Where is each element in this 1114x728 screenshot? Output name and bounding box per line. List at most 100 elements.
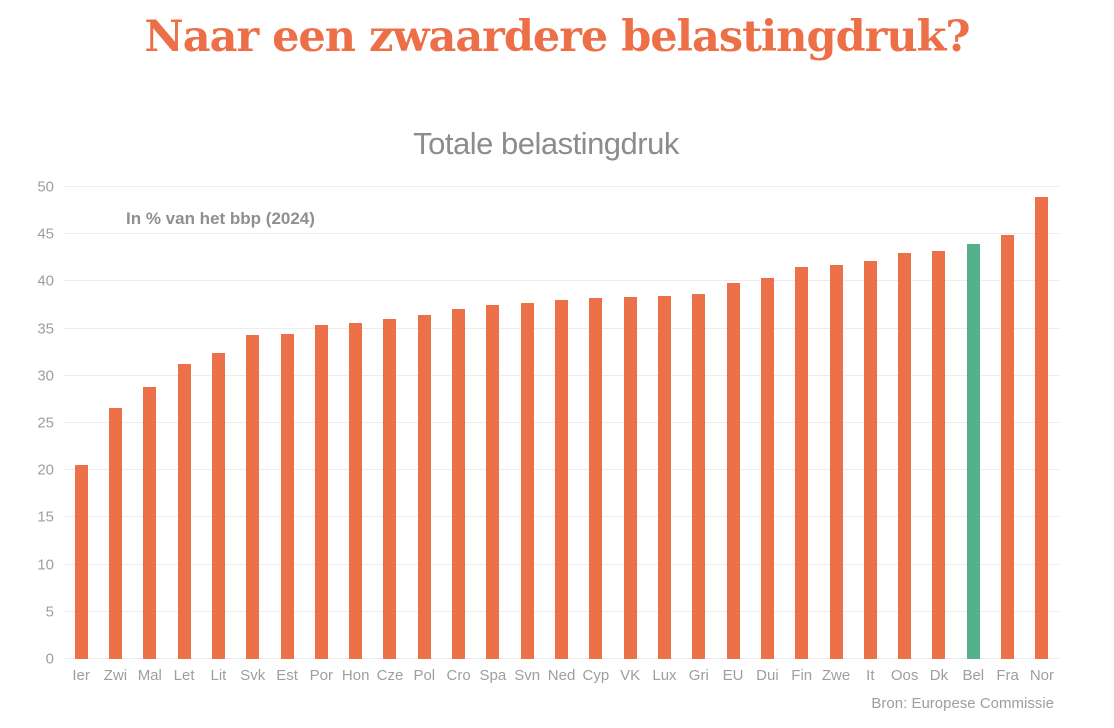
bar-slot-it <box>853 187 887 659</box>
bar-dk <box>932 251 946 659</box>
bar-cyp <box>589 298 603 659</box>
gridline-40 <box>64 280 1059 282</box>
y-axis: 0 5 10 15 20 25 30 35 40 45 50 <box>0 179 54 668</box>
bar-ier <box>74 464 88 659</box>
x-tick-label-ier: Ier <box>72 667 90 684</box>
bar-slot-ier <box>64 187 98 659</box>
bar-slot-por <box>304 187 338 659</box>
bar-slot-zwi <box>98 187 132 659</box>
x-tick-label-svk: Svk <box>240 667 266 684</box>
y-tick-label-45: 45 <box>37 225 54 243</box>
x-tick-label-let: Let <box>173 667 195 684</box>
bar-let <box>177 364 191 659</box>
plot-area <box>64 186 1059 659</box>
x-axis: Ier Zwi Mal Let Lit Svk Est Por Hon Cze Pol Cro Spa S… <box>64 667 1059 684</box>
x-tick-label-pol: Pol <box>413 667 436 684</box>
y-tick-label-15: 15 <box>37 508 54 526</box>
bars-group <box>64 187 1059 659</box>
bar-slot-mal <box>133 187 167 659</box>
bar-slot-fin <box>785 187 819 659</box>
x-tick-label-hon: Hon <box>341 667 370 684</box>
bar-slot-bel <box>956 187 990 659</box>
bar-slot-cze <box>373 187 407 659</box>
bar-slot-cro <box>441 187 475 659</box>
x-tick-label-fra: Fra <box>996 667 1019 684</box>
x-tick-label-dk: Dk <box>929 667 949 684</box>
bar-svk <box>246 335 260 659</box>
bar-slot-nor <box>1025 187 1059 659</box>
x-tick-label-it: It <box>866 667 875 684</box>
x-tick-label-por: Por <box>309 667 334 684</box>
x-tick-label-fin: Fin <box>791 667 813 684</box>
gridline-50 <box>64 186 1059 187</box>
bar-slot-est <box>270 187 304 659</box>
bar-nor <box>1035 197 1049 659</box>
bar-slot-svn <box>510 187 544 659</box>
y-tick-label-5: 5 <box>45 603 54 621</box>
x-tick-label-bel: Bel <box>962 667 985 684</box>
y-tick-label-20: 20 <box>37 461 54 479</box>
bar-slot-cyp <box>579 187 613 659</box>
y-tick-label-50: 50 <box>37 178 54 196</box>
bar-vk <box>623 296 637 659</box>
bar-pol <box>417 315 431 659</box>
bar-slot-spa <box>476 187 510 659</box>
bar-slot-fra <box>990 187 1024 659</box>
x-tick-label-spa: Spa <box>479 667 507 684</box>
bar-est <box>280 334 294 659</box>
bar-dui <box>760 277 774 659</box>
x-tick-label-zwe: Zwe <box>821 667 851 684</box>
bar-bel <box>966 243 980 659</box>
bar-gri <box>692 293 706 659</box>
bar-fra <box>1001 235 1015 659</box>
x-tick-label-eu: EU <box>722 667 744 684</box>
bar-lit <box>211 353 225 659</box>
bar-lux <box>657 295 671 659</box>
x-tick-label-oos: Oos <box>890 667 919 684</box>
x-tick-label-est: Est <box>276 667 298 684</box>
bar-slot-zwe <box>819 187 853 659</box>
bar-cro <box>452 308 466 659</box>
bar-slot-eu <box>716 187 750 659</box>
x-tick-label-lit: Lit <box>210 667 227 684</box>
bar-slot-ned <box>544 187 578 659</box>
page-title: Naar een zwaardere belastingdruk? <box>144 12 970 62</box>
bar-zwe <box>829 265 843 659</box>
bar-slot-oos <box>888 187 922 659</box>
x-tick-label-lux: Lux <box>652 667 677 684</box>
bar-slot-lux <box>647 187 681 659</box>
bar-cze <box>383 319 397 659</box>
bar-por <box>314 324 328 659</box>
x-tick-label-dui: Dui <box>756 667 779 684</box>
bar-svn <box>520 303 534 659</box>
bar-it <box>863 260 877 659</box>
bar-mal <box>143 387 157 659</box>
y-tick-label-35: 35 <box>37 320 54 338</box>
x-tick-label-gri: Gri <box>688 667 709 684</box>
y-tick-label-40: 40 <box>37 272 54 290</box>
x-tick-label-nor: Nor <box>1029 667 1054 684</box>
bar-fin <box>795 267 809 659</box>
x-tick-label-cro: Cro <box>446 667 471 684</box>
bar-slot-gri <box>682 187 716 659</box>
bar-slot-dk <box>922 187 956 659</box>
chart-title: Totale belastingdruk <box>413 126 679 161</box>
bar-eu <box>726 283 740 659</box>
y-tick-label-0: 0 <box>45 650 54 668</box>
x-tick-label-vk: VK <box>620 667 641 684</box>
bar-ned <box>555 300 569 659</box>
y-tick-label-25: 25 <box>37 414 54 432</box>
x-tick-label-ned: Ned <box>547 667 576 684</box>
bar-slot-vk <box>613 187 647 659</box>
bar-zwi <box>108 407 122 659</box>
x-tick-label-zwi: Zwi <box>103 667 128 684</box>
bar-slot-hon <box>339 187 373 659</box>
bar-slot-pol <box>407 187 441 659</box>
x-tick-label-mal: Mal <box>137 667 162 684</box>
x-tick-label-cyp: Cyp <box>582 667 610 684</box>
bar-slot-lit <box>201 187 235 659</box>
bar-slot-let <box>167 187 201 659</box>
x-tick-label-cze: Cze <box>376 667 404 684</box>
bar-slot-dui <box>750 187 784 659</box>
